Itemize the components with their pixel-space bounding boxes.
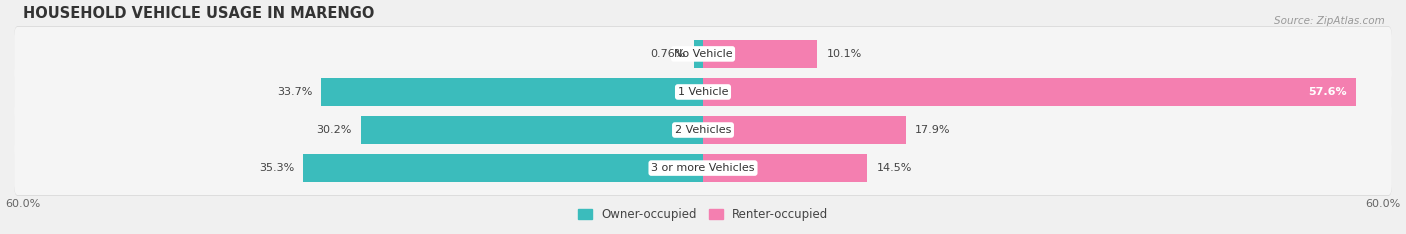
Bar bbox=[304, 154, 703, 182]
FancyBboxPatch shape bbox=[14, 64, 1392, 120]
Text: 0.76%: 0.76% bbox=[650, 49, 685, 59]
FancyBboxPatch shape bbox=[14, 27, 1392, 81]
Text: 14.5%: 14.5% bbox=[876, 163, 911, 173]
Bar bbox=[703, 116, 905, 144]
Text: 30.2%: 30.2% bbox=[316, 125, 352, 135]
Bar bbox=[703, 40, 817, 68]
Bar bbox=[321, 78, 703, 106]
FancyBboxPatch shape bbox=[14, 103, 1392, 157]
Text: 33.7%: 33.7% bbox=[277, 87, 312, 97]
Text: 2 Vehicles: 2 Vehicles bbox=[675, 125, 731, 135]
FancyBboxPatch shape bbox=[14, 26, 1392, 82]
Bar bbox=[703, 78, 1355, 106]
Text: 3 or more Vehicles: 3 or more Vehicles bbox=[651, 163, 755, 173]
Text: 35.3%: 35.3% bbox=[259, 163, 294, 173]
Text: 17.9%: 17.9% bbox=[915, 125, 950, 135]
Bar bbox=[361, 116, 703, 144]
FancyBboxPatch shape bbox=[14, 102, 1392, 158]
FancyBboxPatch shape bbox=[14, 140, 1392, 196]
Text: 10.1%: 10.1% bbox=[827, 49, 862, 59]
FancyBboxPatch shape bbox=[14, 65, 1392, 119]
Bar bbox=[703, 154, 868, 182]
Text: 57.6%: 57.6% bbox=[1308, 87, 1347, 97]
Text: 1 Vehicle: 1 Vehicle bbox=[678, 87, 728, 97]
Text: HOUSEHOLD VEHICLE USAGE IN MARENGO: HOUSEHOLD VEHICLE USAGE IN MARENGO bbox=[22, 6, 374, 21]
Bar bbox=[695, 40, 703, 68]
Legend: Owner-occupied, Renter-occupied: Owner-occupied, Renter-occupied bbox=[572, 203, 834, 226]
FancyBboxPatch shape bbox=[14, 141, 1392, 195]
Text: No Vehicle: No Vehicle bbox=[673, 49, 733, 59]
Text: Source: ZipAtlas.com: Source: ZipAtlas.com bbox=[1274, 16, 1385, 26]
